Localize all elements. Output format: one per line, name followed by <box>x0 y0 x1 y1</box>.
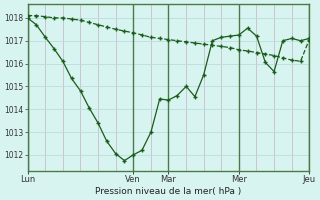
X-axis label: Pression niveau de la mer( hPa ): Pression niveau de la mer( hPa ) <box>95 187 242 196</box>
